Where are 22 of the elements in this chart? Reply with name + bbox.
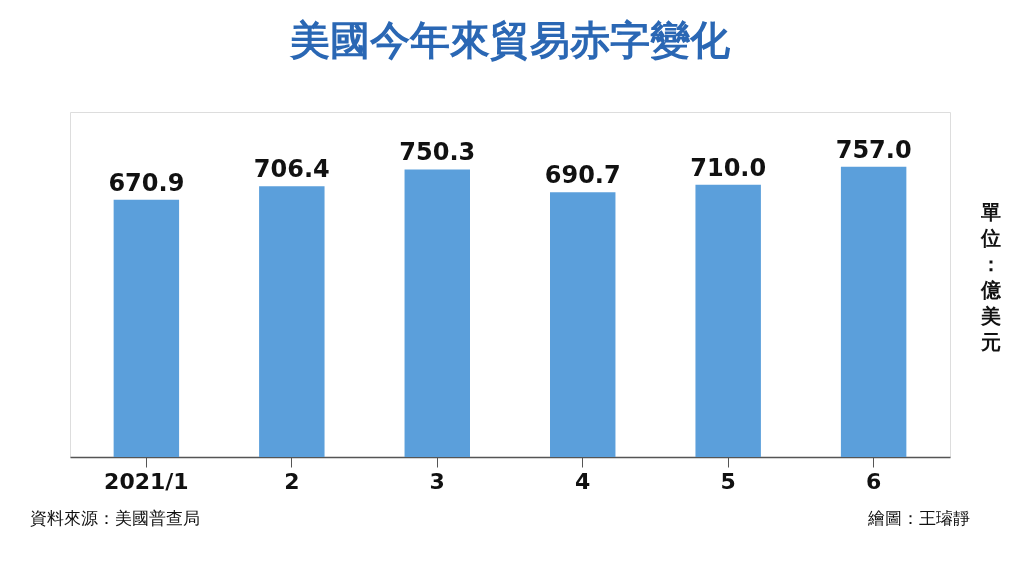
x-tick-label: 3	[429, 468, 445, 494]
data-label: 757.0	[835, 135, 912, 164]
bar	[550, 192, 616, 457]
bar	[113, 199, 180, 457]
bar	[840, 166, 907, 457]
text: 繪圖：王璿靜	[867, 508, 970, 528]
data-label: 710.0	[690, 153, 767, 182]
x-tick-label: 4	[575, 468, 591, 494]
bar	[404, 169, 470, 457]
bar	[695, 184, 761, 457]
data-label: 750.3	[399, 138, 476, 167]
data-label: 706.4	[253, 155, 330, 184]
bar	[259, 186, 325, 457]
data-label: 670.9	[108, 168, 185, 197]
data-label: 690.7	[544, 161, 621, 190]
chart-title: 美國今年來貿易赤字變化	[289, 17, 731, 63]
source-note: 資料來源：美國普查局	[30, 508, 200, 528]
y-axis-title: 單位：億美元	[979, 199, 1002, 354]
x-tick-label: 2021/1	[104, 468, 189, 494]
x-tick-label: 6	[865, 468, 882, 494]
x-tick-label: 2	[284, 468, 300, 494]
x-tick-label: 5	[720, 468, 736, 494]
